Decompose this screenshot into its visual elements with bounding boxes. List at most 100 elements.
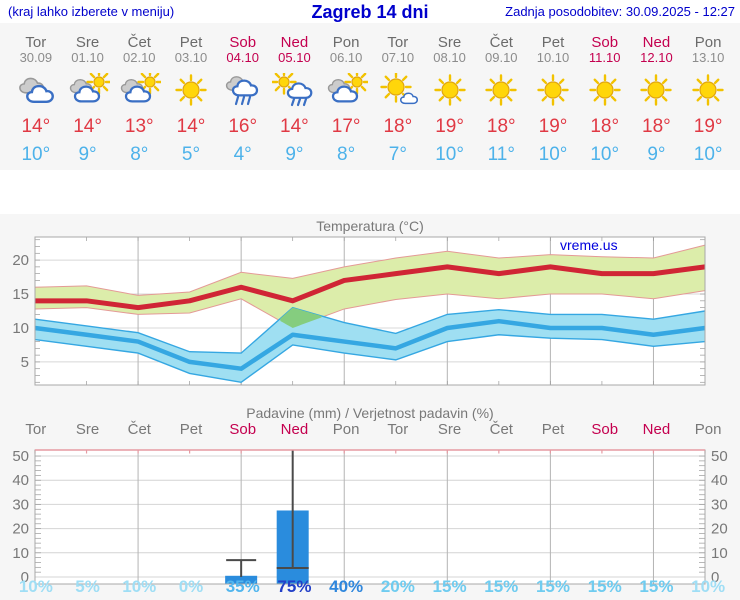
day-date: 13.10	[691, 50, 725, 65]
day-column: Pon 06.10 17° 8°	[320, 23, 372, 170]
precip-probability: 5%	[75, 577, 100, 596]
low-temperature: 11°	[487, 144, 515, 165]
weather-icon-slot	[686, 73, 730, 107]
day-date: 07.10	[381, 50, 415, 65]
high-temperature: 18°	[642, 116, 671, 137]
low-temperature: 4°	[233, 144, 252, 165]
day-name: Pon	[694, 34, 722, 51]
sunny-icon	[433, 74, 466, 106]
high-temperature: 18°	[486, 116, 516, 137]
weather-icon-slot	[324, 69, 370, 107]
svg-text:30: 30	[711, 496, 728, 513]
svg-text:40: 40	[711, 472, 728, 489]
day-name: Čet	[127, 34, 151, 51]
day-column: Tor 07.10 18° 7°	[372, 23, 424, 170]
precip-probability: 15%	[587, 577, 622, 596]
day-name: Pet	[179, 34, 203, 51]
day-date: 10.10	[536, 50, 570, 65]
precip-probability: 15%	[484, 577, 519, 596]
day-date: 30.09	[19, 50, 53, 65]
day-name: Pet	[541, 34, 565, 51]
low-temperature: 10°	[590, 144, 620, 165]
high-temperature: 13°	[124, 116, 154, 137]
weather-icon-slot	[376, 71, 420, 107]
low-temperature: 10°	[21, 144, 51, 165]
day-column: Ned 05.10 14° 9°	[269, 23, 321, 170]
rain-icon	[225, 76, 258, 106]
high-temperature: 19°	[435, 116, 464, 137]
precip-day-label: Pet	[179, 421, 203, 438]
low-temperature: 5°	[181, 144, 201, 165]
precip-day-label: Čet	[127, 421, 151, 438]
svg-text:50: 50	[12, 448, 29, 465]
day-date: 11.10	[588, 50, 621, 65]
precip-probability: 35%	[225, 577, 260, 596]
svg-text:10: 10	[12, 320, 29, 337]
precip-probability: 0%	[178, 577, 204, 596]
svg-text:5: 5	[21, 354, 29, 371]
weather-icon-slot	[117, 69, 163, 107]
day-name: Pon	[332, 34, 360, 51]
precip-day-label: Ned	[280, 421, 309, 438]
sunny-icon	[640, 74, 673, 106]
day-column: Čet 09.10 18° 11°	[475, 23, 527, 170]
watermark-link[interactable]: vreme.us	[560, 237, 618, 253]
svg-text:10: 10	[711, 545, 728, 562]
low-temperature: 9°	[78, 144, 97, 165]
high-temperature: 16°	[228, 116, 258, 137]
day-date: 04.10	[226, 50, 259, 65]
precip-probability: 10%	[122, 577, 157, 596]
day-name: Sob	[229, 34, 257, 51]
precip-day-label: Sob	[591, 421, 619, 438]
weather-icon-slot	[531, 73, 575, 107]
precip-probability: 10%	[18, 577, 53, 596]
day-date: 06.10	[329, 50, 363, 65]
sunny-icon	[175, 74, 207, 106]
temperature-chart-title: Temperatura (°C)	[316, 218, 424, 234]
charts-panel: Temperatura (°C) vreme.us 5 10 15 20 Padavi…	[0, 214, 740, 600]
low-temperature: 10°	[435, 144, 464, 165]
svg-text:20: 20	[12, 521, 29, 538]
high-temperature: 17°	[331, 116, 361, 137]
forecast-day-strip: Tor 30.09 14° 10° Sre 01.10 14° 9° Čet 02.10 13° 8°…	[0, 23, 740, 170]
low-temperature: 9°	[285, 144, 304, 165]
svg-text:20: 20	[711, 521, 728, 538]
partly-icon	[121, 69, 163, 103]
precip-day-label: Pon	[694, 421, 722, 438]
day-name: Ned	[280, 34, 309, 51]
day-name: Tor	[387, 34, 409, 51]
precip-probability: 20%	[380, 577, 415, 596]
high-temperature: 14°	[21, 116, 51, 137]
precip-day-label: Sre	[437, 421, 462, 438]
precip-probability: 10%	[691, 577, 726, 596]
svg-text:0: 0	[711, 569, 719, 586]
high-temperature: 14°	[280, 116, 309, 137]
low-temperature: 10°	[693, 144, 723, 165]
precip-day-label: Ned	[642, 421, 671, 438]
precip-probability: 15%	[535, 577, 570, 596]
svg-text:10: 10	[12, 545, 29, 562]
menu-hint-text: (kraj lahko izberete v meniju)	[8, 4, 175, 19]
page-title: Zagreb 14 dni	[311, 2, 429, 22]
day-date: 02.10	[123, 50, 156, 65]
high-temperature: 19°	[538, 116, 568, 137]
mostly-sunny-icon	[380, 71, 418, 105]
sunny-icon	[537, 74, 569, 106]
topbar: (kraj lahko izberete v meniju) Zagreb 14…	[0, 0, 740, 23]
low-temperature: 9°	[647, 144, 666, 165]
temperature-chart: 5 10 15 20	[12, 236, 706, 386]
precip-probability-row: 10% 5% 10% 0% 35% 75% 40% 20% 15% 15% 15% 15% 15% 10%	[0, 577, 740, 597]
high-temperature: 18°	[383, 116, 413, 137]
day-name: Tor	[25, 34, 47, 51]
svg-text:15: 15	[12, 286, 29, 303]
day-date: 09.10	[485, 50, 518, 65]
day-name: Sre	[437, 34, 462, 51]
day-column: Pet 10.10 19° 10°	[527, 23, 579, 170]
day-column: Ned 12.10 18° 9°	[631, 23, 683, 170]
svg-text:20: 20	[12, 252, 29, 269]
day-column: Pon 13.10 19° 10°	[682, 23, 734, 170]
low-temperature: 7°	[388, 144, 407, 165]
day-column: Pet 03.10 14° 5°	[165, 23, 217, 170]
sunny-icon	[589, 74, 621, 106]
day-date: 01.10	[71, 50, 104, 65]
